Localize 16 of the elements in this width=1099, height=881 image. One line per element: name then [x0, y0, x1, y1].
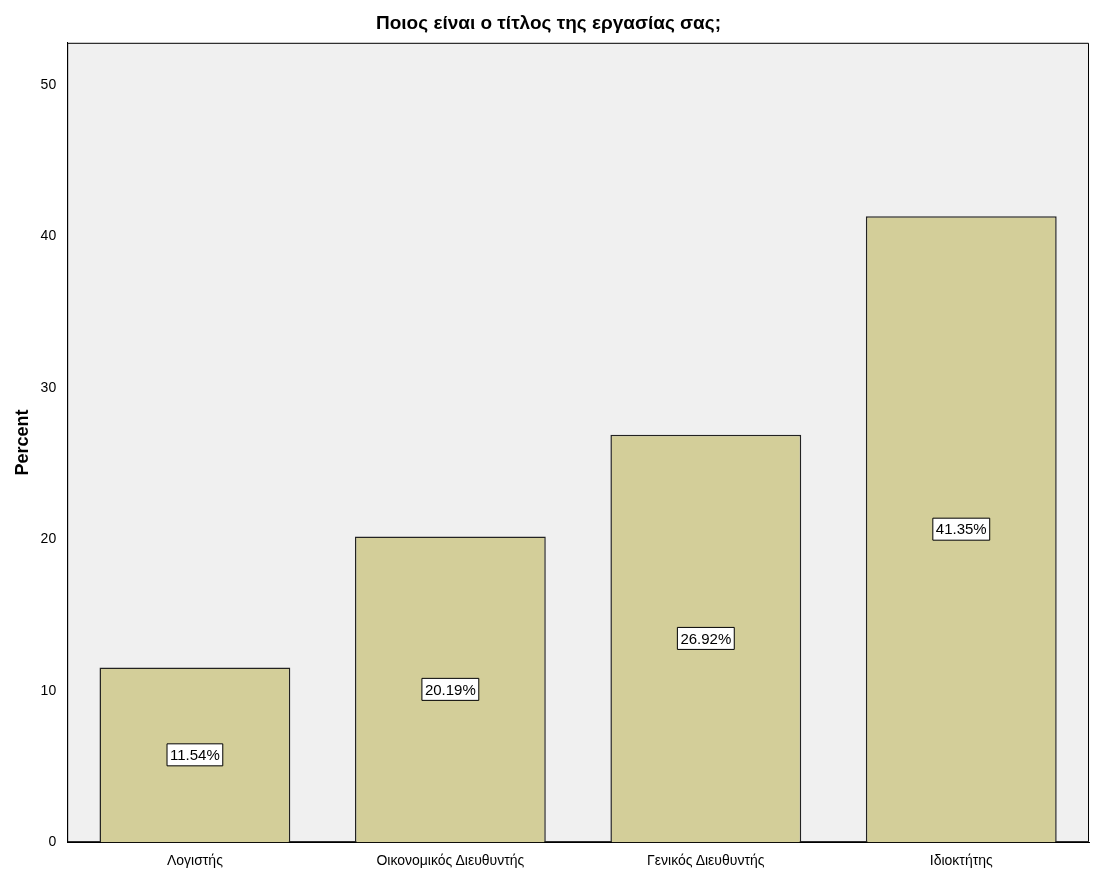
- data-label: 41.35%: [935, 520, 987, 538]
- x-tick-label: Οικονομικός Διευθυντής: [376, 852, 525, 869]
- x-tick-label: Λογιστής: [166, 852, 224, 869]
- data-label: 11.54%: [170, 745, 220, 763]
- y-tick-label: 20: [40, 530, 57, 547]
- y-tick-label: 50: [40, 76, 57, 93]
- data-label: 26.92%: [680, 629, 732, 647]
- y-tick-label: 10: [40, 681, 57, 698]
- y-axis-title: Percent: [11, 409, 32, 476]
- y-tick-label: 30: [40, 378, 57, 395]
- y-tick-label: 0: [48, 833, 57, 850]
- data-label: 20.19%: [424, 680, 476, 698]
- x-tick-label: Γενικός Διευθυντής: [647, 852, 765, 869]
- y-tick-label: 40: [40, 227, 57, 244]
- chart-title: Ποιος είναι ο τίτλος της εργασίας σας;: [376, 11, 721, 33]
- x-tick-label: Ιδιοκτήτης: [929, 852, 993, 869]
